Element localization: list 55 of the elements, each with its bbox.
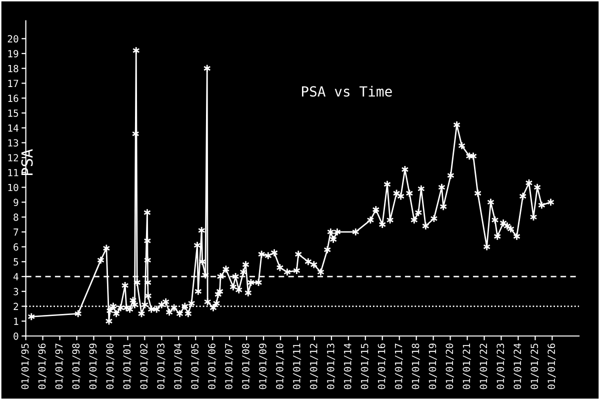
y-tick-label: 1: [14, 318, 18, 325]
x-tick-label: 01/01/20: [446, 344, 454, 390]
x-tick-label: 01/01/21: [462, 344, 471, 390]
x-tick-label: 01/01/07: [225, 344, 234, 390]
y-tick-label: 13: [8, 139, 18, 147]
y-tick-label: 15: [8, 110, 18, 117]
y-tick-label: 0: [14, 332, 18, 340]
x-tick-label: 01/01/05: [191, 344, 200, 390]
y-tick-label: 17: [8, 80, 18, 87]
x-tick-label: 01/01/23: [496, 344, 505, 390]
y-tick-label: 6: [14, 243, 18, 251]
y-tick-label: 7: [14, 228, 18, 236]
y-axis-title: PSA: [21, 149, 33, 175]
x-tick-label: 01/01/22: [480, 344, 488, 390]
y-tick-label: 14: [8, 124, 18, 132]
x-tick-label: 01/01/17: [394, 344, 403, 390]
text: PSA vs Time: [302, 86, 392, 97]
x-tick-label: 01/01/09: [259, 344, 268, 390]
y-tick-label: 11: [8, 169, 18, 176]
y-tick-label: 20: [8, 35, 18, 42]
y-tick-label: 16: [8, 94, 18, 102]
x-tick-label: 01/01/06: [208, 344, 216, 390]
x-tick-label: 01/01/13: [326, 344, 336, 390]
x-tick-label: 01/01/19: [428, 344, 437, 390]
y-tick-label: 4: [13, 273, 18, 280]
x-tick-label: 01/01/14: [344, 343, 352, 390]
y-tick-label: 5: [14, 258, 18, 266]
y-tick-label: 19: [8, 50, 18, 58]
y-tick-label: 9: [14, 198, 18, 206]
y-tick-label: 2: [14, 302, 18, 310]
x-tick-label: 01/01/01: [123, 344, 132, 390]
x-tick-label: 01/01/10: [276, 344, 284, 390]
x-tick-label: 01/01/03: [157, 344, 166, 390]
x-tick-label: 01/01/02: [140, 344, 148, 390]
x-tick-label: 01/01/18: [412, 344, 420, 390]
x-tick-label: 01/01/98: [72, 344, 80, 390]
x-tick-label: 01/01/08: [242, 344, 250, 390]
y-tick-label: 18: [8, 64, 18, 72]
x-tick-label: 01/01/15: [360, 344, 369, 390]
x-tick-label: 01/01/97: [55, 344, 64, 390]
x-tick-label: 01/01/24: [514, 343, 522, 390]
y-tick-label: 12: [8, 154, 18, 162]
x-tick-label: 01/01/12: [310, 344, 318, 390]
x-tick-label: 01/01/25: [530, 344, 539, 390]
y-tick-label: 8: [14, 214, 18, 221]
x-tick-label: 01/01/96: [38, 344, 46, 390]
x-tick-label: 01/01/00: [106, 344, 114, 390]
x-tick-label: 01/01/16: [378, 344, 386, 390]
x-tick-label: 01/01/95: [21, 344, 30, 390]
y-tick-label: 10: [8, 184, 18, 192]
x-tick-label: 01/01/11: [292, 344, 302, 390]
y-tick-label: 3: [14, 288, 18, 296]
x-tick-label: 01/01/99: [89, 344, 98, 390]
x-tick-label: 01/01/04: [174, 343, 182, 390]
x-tick-label: 01/01/26: [548, 344, 556, 390]
